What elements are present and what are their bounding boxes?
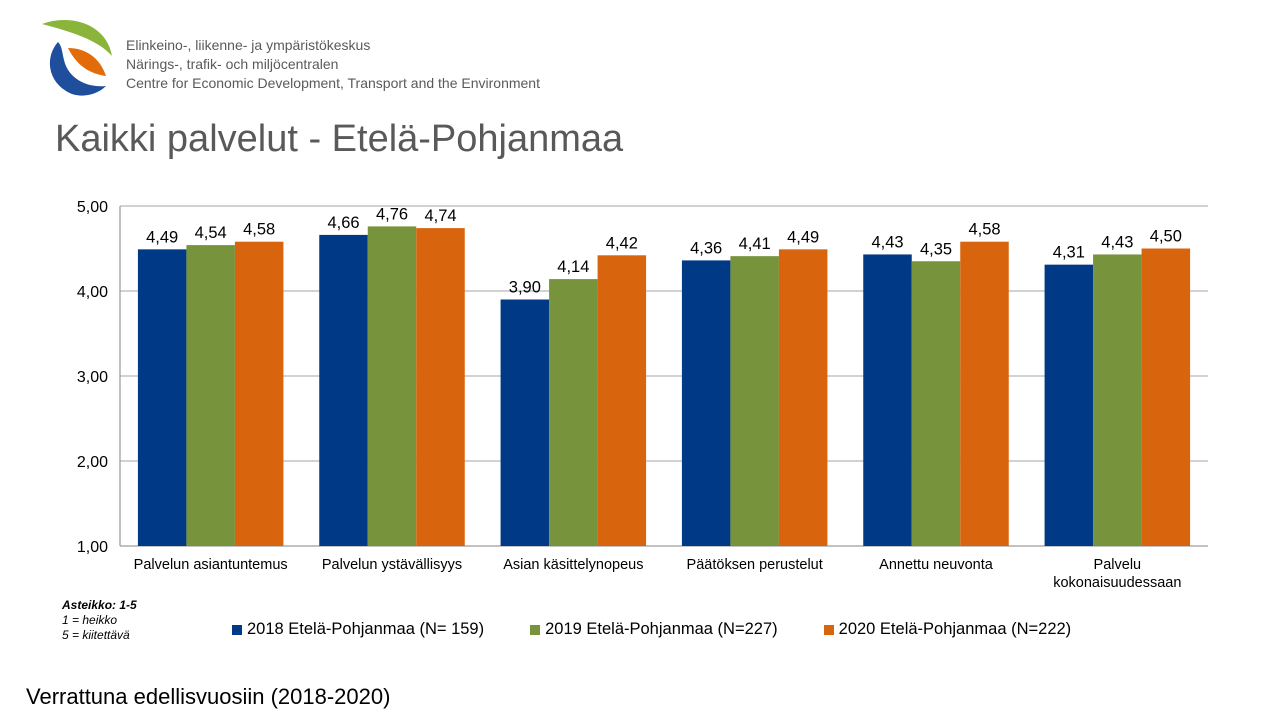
data-label: 4,50 bbox=[1150, 228, 1182, 246]
data-label: 3,90 bbox=[509, 279, 541, 297]
bar bbox=[234, 241, 284, 546]
legend-item-2018: 2018 Etelä-Pohjanmaa (N= 159) bbox=[232, 620, 484, 639]
bar bbox=[1141, 248, 1191, 546]
data-label: 4,49 bbox=[146, 228, 178, 246]
data-label: 4,58 bbox=[243, 221, 275, 239]
legend-label-2020: 2020 Etelä-Pohjanmaa (N=222) bbox=[838, 620, 1072, 638]
data-label: 4,42 bbox=[606, 234, 638, 252]
y-tick-label: 5,00 bbox=[77, 199, 108, 216]
data-label: 4,49 bbox=[787, 228, 819, 246]
scale-note: Asteikko: 1-5 1 = heikko 5 = kiitettävä bbox=[62, 598, 137, 643]
bar bbox=[319, 234, 368, 546]
legend-label-2018: 2018 Etelä-Pohjanmaa (N= 159) bbox=[247, 620, 485, 638]
legend-label-2019: 2019 Etelä-Pohjanmaa (N=227) bbox=[545, 620, 778, 638]
data-label: 4,14 bbox=[557, 258, 589, 276]
data-label: 4,66 bbox=[327, 214, 359, 232]
chart-legend: 2018 Etelä-Pohjanmaa (N= 159) 2019 Etelä… bbox=[232, 620, 1071, 639]
y-tick-label: 1,00 bbox=[77, 539, 108, 556]
bar bbox=[863, 254, 912, 546]
x-tick-label: Asian käsittelynopeus bbox=[503, 557, 643, 573]
data-label: 4,76 bbox=[376, 205, 408, 223]
data-label: 4,41 bbox=[739, 235, 771, 253]
data-label: 4,43 bbox=[871, 233, 903, 251]
footer-text: Verrattuna edellisvuosiin (2018-2020) bbox=[26, 684, 391, 709]
bar bbox=[367, 226, 417, 546]
bar bbox=[681, 260, 731, 546]
x-tick-label: Päätöksen perustelut bbox=[687, 557, 823, 573]
scale-item-high: 5 = kiitettävä bbox=[62, 628, 130, 642]
data-label: 4,31 bbox=[1053, 244, 1085, 262]
bar bbox=[730, 256, 779, 546]
organization-name-en: Centre for Economic Development, Transpo… bbox=[126, 75, 540, 91]
scale-heading: Asteikko: 1-5 bbox=[62, 598, 137, 612]
data-label: 4,35 bbox=[920, 240, 952, 258]
y-tick-label: 4,00 bbox=[77, 284, 108, 301]
organization-name-sv: Närings-, trafik- och miljöcentralen bbox=[126, 56, 339, 72]
data-label: 4,43 bbox=[1101, 233, 1133, 251]
data-label: 4,74 bbox=[424, 207, 456, 225]
ely-centre-logo bbox=[38, 18, 114, 98]
legend-item-2019: 2019 Etelä-Pohjanmaa (N=227) bbox=[530, 620, 778, 639]
x-tick-label: Annettu neuvonta bbox=[879, 557, 994, 573]
bar-chart: 1,00 2,00 3,00 4,00 5,00 4,49 4,54 4,58 Palvelun… bbox=[77, 199, 1208, 591]
organization-name-fi: Elinkeino-, liikenne- ja ympäristökeskus bbox=[126, 37, 371, 53]
scale-item-low: 1 = heikko bbox=[62, 613, 118, 627]
bar bbox=[549, 279, 598, 546]
data-label: 4,54 bbox=[195, 224, 227, 242]
legend-swatch-2020 bbox=[823, 624, 834, 635]
data-label: 4,58 bbox=[968, 221, 1000, 239]
x-tick-label: Palvelun ystävällisyys bbox=[322, 557, 462, 573]
y-tick-label: 3,00 bbox=[77, 369, 108, 386]
bar bbox=[186, 245, 235, 546]
bar bbox=[1093, 254, 1142, 546]
bar bbox=[137, 249, 187, 546]
bar bbox=[911, 261, 961, 546]
x-tick-label: Palvelun asiantuntemus bbox=[134, 557, 288, 573]
data-label: 4,36 bbox=[690, 239, 722, 257]
organization-name: Elinkeino-, liikenne- ja ympäristökeskus… bbox=[126, 36, 540, 93]
legend-item-2020: 2020 Etelä-Pohjanmaa (N=222) bbox=[823, 620, 1072, 639]
bar bbox=[960, 241, 1009, 546]
bar bbox=[416, 228, 465, 546]
bar bbox=[778, 249, 828, 546]
x-tick-label: kokonaisuudessaan bbox=[1053, 575, 1181, 591]
legend-swatch-2018 bbox=[232, 624, 242, 635]
page-title: Kaikki palvelut - Etelä-Pohjanmaa bbox=[55, 118, 624, 160]
bar bbox=[500, 299, 550, 546]
x-tick-label: Palvelu bbox=[1094, 557, 1142, 573]
ely-logo-icon bbox=[42, 19, 112, 96]
y-tick-label: 2,00 bbox=[77, 454, 108, 471]
bar bbox=[597, 255, 647, 547]
legend-swatch-2019 bbox=[530, 624, 541, 635]
bar bbox=[1044, 264, 1094, 546]
